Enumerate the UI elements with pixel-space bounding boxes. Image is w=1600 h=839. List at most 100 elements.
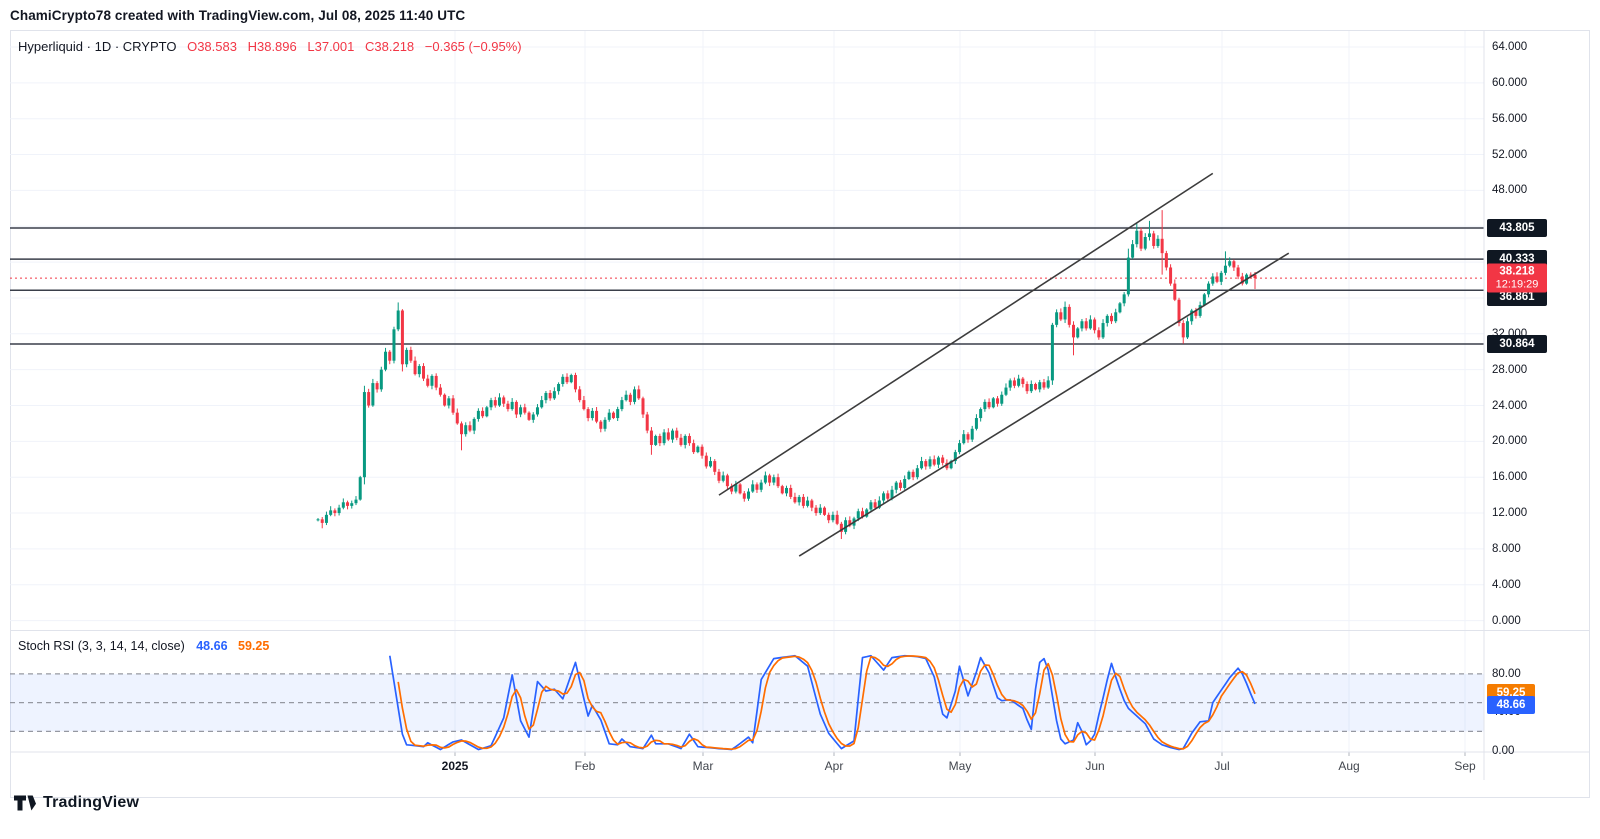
symbol-title[interactable]: Hyperliquid · 1D · CRYPTO	[18, 39, 177, 54]
time-axis-label[interactable]: May	[948, 759, 972, 773]
trend-channel-upper[interactable]	[718, 172, 1214, 496]
price-level-badge: 30.864	[1487, 334, 1547, 353]
price-grid-label: 20.000	[1492, 435, 1528, 448]
price-grid-label: 28.000	[1492, 363, 1528, 376]
price-grid-label: 12.000	[1492, 507, 1528, 520]
candle-body	[742, 493, 746, 499]
candle-body	[1105, 315, 1109, 324]
candle-body	[696, 446, 700, 453]
candle-body	[835, 514, 839, 524]
stoch-grid-label: 0.00	[1492, 744, 1515, 757]
candle-body	[1240, 276, 1244, 284]
candle-body	[738, 484, 742, 494]
tradingview-logo[interactable]: TradingView	[14, 793, 139, 813]
candle-body	[464, 425, 468, 435]
time-axis-label[interactable]: Jul	[1214, 759, 1230, 773]
stoch-rsi-k-value: 48.66	[196, 639, 228, 653]
candle-body	[915, 468, 919, 478]
candle-body	[616, 409, 620, 419]
candle-body	[700, 446, 704, 456]
candle-body	[1067, 306, 1071, 325]
time-axis-label[interactable]: Jun	[1085, 759, 1105, 773]
ohlc-close: C38.218	[365, 39, 415, 54]
candle-body	[658, 435, 662, 444]
candle-body	[337, 507, 341, 514]
candle-body	[510, 401, 514, 410]
candle-body	[1232, 261, 1236, 268]
candle-body	[772, 477, 776, 483]
candle-body	[1173, 283, 1177, 300]
candle-body	[548, 392, 552, 399]
candle-body	[983, 401, 987, 410]
candle-body	[894, 482, 898, 490]
candle-body	[1050, 324, 1054, 381]
candle-body	[460, 423, 464, 435]
candle-body	[1223, 265, 1227, 273]
candle-body	[430, 375, 434, 386]
candle-body	[1169, 267, 1173, 284]
candle-body	[877, 500, 881, 508]
candle-body	[552, 391, 556, 399]
candle-body	[1185, 321, 1189, 338]
candle-body	[814, 507, 818, 514]
candle-body	[367, 392, 371, 406]
candle-body	[1198, 305, 1202, 316]
candle-body	[687, 435, 691, 444]
candle-body	[561, 376, 565, 384]
candle-body	[974, 418, 978, 429]
candle-body	[654, 435, 658, 445]
price-grid-label: 52.000	[1492, 148, 1528, 161]
candle-body	[911, 471, 915, 478]
candle-body	[1118, 303, 1122, 313]
candle-body	[586, 409, 590, 419]
candle-body	[709, 461, 713, 467]
candle-body	[320, 519, 324, 523]
time-axis-label[interactable]: Sep	[1454, 759, 1476, 773]
candle-body	[903, 478, 907, 488]
candle-body	[1072, 324, 1076, 338]
time-axis-label[interactable]: 2025	[441, 759, 469, 773]
candle-body	[1017, 378, 1021, 386]
time-axis-label[interactable]: Apr	[824, 759, 844, 773]
candle-body	[1021, 378, 1025, 384]
candle-body	[662, 432, 666, 444]
candle-body	[882, 493, 886, 501]
candle-body	[637, 389, 641, 399]
time-axis-label[interactable]: Aug	[1338, 759, 1360, 773]
time-axis-label[interactable]: Feb	[574, 759, 596, 773]
tradingview-logo-icon	[14, 795, 36, 811]
stoch-rsi-title[interactable]: Stoch RSI (3, 3, 14, 14, close)	[18, 639, 185, 653]
candle-body	[379, 369, 383, 390]
candle-body	[856, 511, 860, 519]
price-grid-label: 0.000	[1492, 614, 1521, 627]
candle-body	[1012, 380, 1016, 386]
candle-body	[624, 394, 628, 401]
candle-body	[316, 519, 320, 521]
ohlc-change: −0.365 (−0.95%)	[424, 39, 522, 54]
trend-channel-lower[interactable]	[798, 252, 1290, 557]
candle-body	[603, 419, 607, 429]
time-axis-label[interactable]: Mar	[692, 759, 714, 773]
stoch-rsi-legend[interactable]: Stoch RSI (3, 3, 14, 14, close) 48.66 59…	[18, 639, 269, 653]
candle-body	[535, 407, 539, 415]
candle-body	[924, 461, 928, 467]
candle-body	[1156, 238, 1160, 246]
candle-body	[641, 398, 645, 415]
candle-body	[350, 503, 354, 506]
candle-body	[409, 349, 413, 361]
candle-body	[481, 410, 485, 417]
candle-body	[573, 375, 577, 390]
candle-body	[755, 484, 759, 490]
candle-body	[565, 376, 569, 383]
symbol-legend[interactable]: Hyperliquid · 1D · CRYPTO O38.583 H38.89…	[18, 39, 522, 54]
candle-body	[768, 475, 772, 483]
candle-body	[396, 310, 400, 330]
candle-body	[1097, 330, 1101, 338]
candle-body	[384, 351, 388, 370]
current-price-value: 38.218	[1499, 265, 1535, 278]
candle-body	[1029, 383, 1033, 392]
candle-body	[443, 394, 447, 406]
candle-body	[1038, 382, 1042, 390]
